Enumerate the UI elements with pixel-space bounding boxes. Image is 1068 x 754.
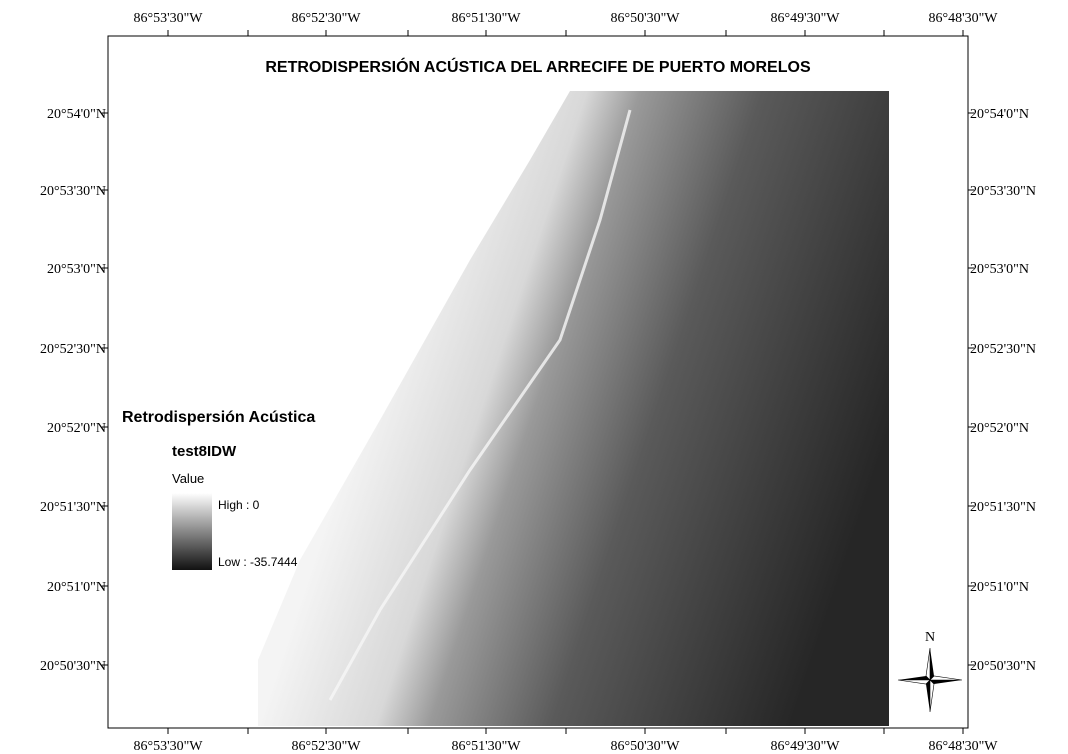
longitude-label-top: 86°52'30"W [291, 11, 361, 26]
latitude-label-left: 20°52'30"N [40, 342, 106, 357]
longitude-label-top: 86°50'30"W [610, 11, 680, 26]
longitude-label-bottom: 86°52'30"W [291, 739, 361, 754]
legend-ramp [172, 493, 212, 570]
longitude-label-top: 86°53'30"W [133, 11, 203, 26]
longitude-label-bottom: 86°50'30"W [610, 739, 680, 754]
latitude-label-left: 20°52'0"N [47, 421, 106, 436]
latitude-label-left: 20°51'0"N [47, 580, 106, 595]
legend-low: Low : -35.7444 [218, 555, 298, 569]
latitude-label-left: 20°51'30"N [40, 500, 106, 515]
latitude-label-right: 20°50'30"N [970, 659, 1036, 674]
latitude-label-left: 20°54'0"N [47, 107, 106, 122]
latitude-label-left: 20°53'0"N [47, 262, 106, 277]
latitude-label-right: 20°51'0"N [970, 580, 1029, 595]
map-title: RETRODISPERSIÓN ACÚSTICA DEL ARRECIFE DE… [265, 57, 811, 76]
longitude-label-bottom: 86°51'30"W [451, 739, 521, 754]
latitude-label-right: 20°51'30"N [970, 500, 1036, 515]
latitude-label-left: 20°50'30"N [40, 659, 106, 674]
north-label: N [925, 630, 935, 645]
legend-field: Value [172, 471, 204, 486]
longitude-label-top: 86°51'30"W [451, 11, 521, 26]
latitude-label-right: 20°53'0"N [970, 262, 1029, 277]
latitude-label-right: 20°54'0"N [970, 107, 1029, 122]
map-layout: RETRODISPERSIÓN ACÚSTICA DEL ARRECIFE DE… [0, 0, 1068, 754]
latitude-label-right: 20°53'30"N [970, 184, 1036, 199]
legend-high: High : 0 [218, 498, 260, 512]
longitude-label-bottom: 86°49'30"W [770, 739, 840, 754]
legend-layer: test8IDW [172, 443, 237, 460]
longitude-label-bottom: 86°48'30"W [928, 739, 998, 754]
latitude-label-right: 20°52'0"N [970, 421, 1029, 436]
longitude-label-bottom: 86°53'30"W [133, 739, 203, 754]
latitude-label-left: 20°53'30"N [40, 184, 106, 199]
latitude-label-right: 20°52'30"N [970, 342, 1036, 357]
longitude-label-top: 86°49'30"W [770, 11, 840, 26]
longitude-label-top: 86°48'30"W [928, 11, 998, 26]
legend-title: Retrodispersión Acústica [122, 409, 315, 426]
